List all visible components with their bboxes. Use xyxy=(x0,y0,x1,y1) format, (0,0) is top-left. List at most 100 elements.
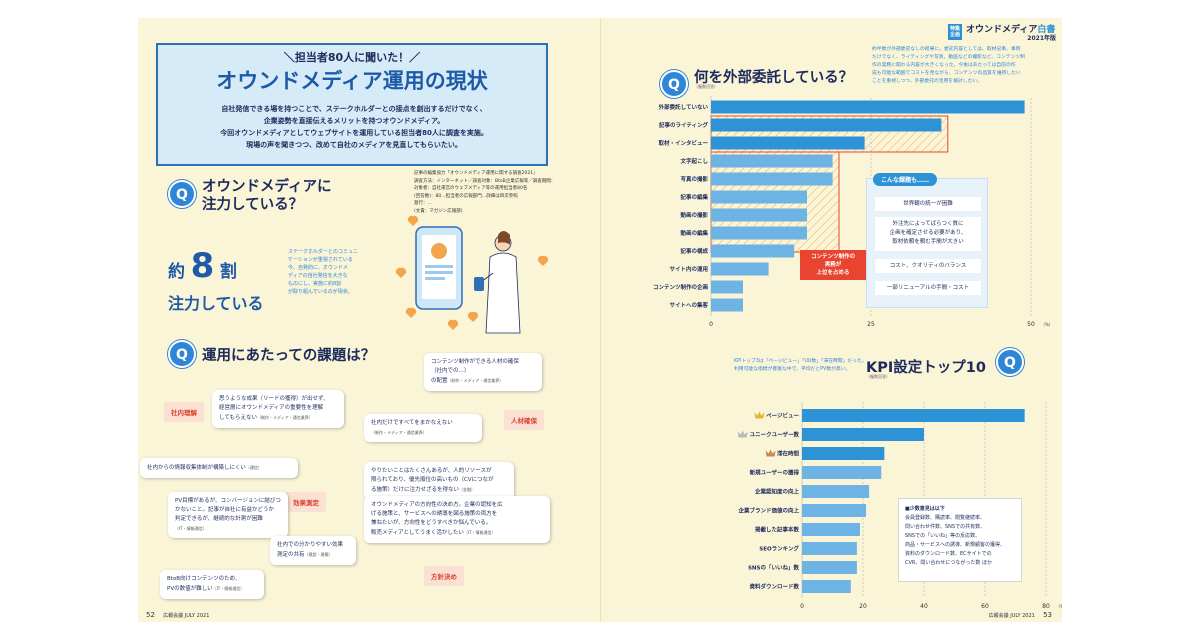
tag-policy: 方針決め xyxy=(424,566,464,586)
answer-number: 8 xyxy=(190,246,215,286)
q1-side-text: ステークホルダーとのコミュニ ケーションが重視されている 今、自発的に、オウンド… xyxy=(288,248,378,296)
bubble-source: （金融） xyxy=(459,487,476,492)
bar xyxy=(711,244,795,258)
left-page-footer: 52 広報会議 JULY 2021 xyxy=(146,611,209,619)
x-tick-label: 25 xyxy=(867,321,875,328)
category-label: 資料ダウンロード数 xyxy=(749,583,799,591)
category-label: 企業ブランド価値の向上 xyxy=(737,507,799,515)
q3-description: 約半数が外部委託なしの結果に。委託内容としては、取材記事、事例 だけでなく、ライ… xyxy=(872,46,1052,86)
q4-description: KPIトップ3は「ページビュー」「UU数」「滞在時間」だった。 利用可能な指標が… xyxy=(734,358,874,374)
minor-opinions-box: ■少数意見は以下 会員登録数、購読率、閲覧継続率、 問い合わせ件数、SNSでの共… xyxy=(898,498,1022,582)
bubble-line: 判定できるが、継続的な計測が困難 xyxy=(175,516,263,522)
category-label: 記事の編集 xyxy=(680,193,708,201)
comment-bubble: 社内だけですべてをまかなえない （制作・メディア・通信業界） xyxy=(364,414,482,442)
bubble-line: の配置 xyxy=(431,378,448,384)
bar xyxy=(711,280,743,294)
q1-title-line: 注力している？ xyxy=(202,197,304,213)
smartphone-illustration xyxy=(395,215,549,334)
category-label: 写真の撮影 xyxy=(680,175,708,183)
q1-title-line: オウンドメディアに xyxy=(202,179,332,195)
title-kicker: ＼担当者80人に聞いた！／ xyxy=(283,51,421,64)
category-label: SEOランキング xyxy=(759,545,799,553)
comment-bubble: PV目標があるが、コンバージョンに結びつ かないこと。記事が自社に有益かどうか … xyxy=(168,492,288,538)
tag-line: 企画 xyxy=(949,32,960,38)
issue-item: 外注先によってばらつく質に 企画を確定させる必要があり、 取材依頼を頼む手間が大… xyxy=(875,217,981,251)
feature-tag: 特集 企画 xyxy=(948,24,962,40)
bar xyxy=(802,447,885,460)
bar xyxy=(802,485,870,498)
note-line: 記事の編集協力「オウンドメディア運用に関する調査2021」 xyxy=(414,171,538,176)
category-label: 新規ユーザーの獲得 xyxy=(750,469,800,477)
bubble-line: やりたいことはたくさんあるが、人的リソースが xyxy=(371,468,492,474)
minor-line: 問い合わせ件数、SNSでの共有数、 xyxy=(905,524,986,530)
category-label: 取材・インタビュー xyxy=(658,139,708,147)
header-title: オウンドメディア白書 xyxy=(966,22,1055,35)
bar xyxy=(711,118,942,132)
category-label: ユニークユーザー数 xyxy=(750,431,800,439)
callout-line: 上位を占める xyxy=(816,270,850,276)
tag-talent: 人材確保 xyxy=(504,410,544,430)
callout-line: コンテンツ制作の xyxy=(810,254,855,260)
desc-line: 約半数が外部委託なしの結果に。委託内容としては、取材記事、事例 xyxy=(872,47,1021,52)
kpi-bar-chart: 0 20 40 60 80 （%） ページビューユニークユーザー数滞在時間新規ユーザーの獲得… xyxy=(737,402,1062,610)
feature-title-box: ＼担当者80人に聞いた！／ オウンドメディア運用の現状 自社発信できる場を持つこ… xyxy=(156,43,548,166)
x-tick-label: 50 xyxy=(1027,321,1035,328)
q1-answer: 約 8 割 xyxy=(168,246,237,286)
category-label: 滞在時間 xyxy=(777,450,800,458)
bar xyxy=(711,226,807,240)
bar xyxy=(802,504,867,517)
q3-callout: コンテンツ制作の 実務が 上位を占める xyxy=(800,250,866,280)
bubble-line: 測定の共有 xyxy=(277,552,305,558)
bubble-source: （制作・メディア・通信業界） xyxy=(371,430,427,435)
issue-item: 一部リニューアルの手間・コスト xyxy=(875,281,981,295)
bubble-line: 社内からの情報収集体制が構築しにくい xyxy=(147,465,246,471)
minor-line: 資料のダウンロード数、ECサイトでの xyxy=(905,551,992,557)
bar xyxy=(802,561,857,574)
tag-line: 特集 xyxy=(949,26,960,32)
bubble-line: オウンドメディアの方向性の決め方。企業の認知を広 xyxy=(371,502,503,508)
bar xyxy=(802,523,860,536)
callout-line: 実務が xyxy=(824,262,842,268)
issues-box: こんな課題も…… 世界観の統一が困難 外注先によってばらつく質に 企画を確定させ… xyxy=(866,173,988,308)
side-line: ディアの自社発信を大きな xyxy=(288,273,348,279)
issue-item: 世界観の統一が困難 xyxy=(875,197,981,211)
side-line: が取り組んでいるのが現状。 xyxy=(288,289,353,295)
x-tick-label: 60 xyxy=(981,603,989,610)
bubble-line: 兼ねたいが、方向性をどうすべきか悩んでいる。 xyxy=(371,520,492,526)
lead-text: 自社発信できる場を持つことで、ステークホルダーとの接点を創出するだけでなく、 企… xyxy=(178,103,530,151)
comment-bubble: オウンドメディアの方向性の決め方。企業の認知を広 げる施策と、サービスへの誘導を… xyxy=(364,496,550,543)
category-label: ページビュー xyxy=(766,412,799,420)
x-tick-label: 80 xyxy=(1042,603,1050,610)
outsourcing-bar-chart: 0 25 50 （%） 外部委託していない記事のライティング取材・インタビュー文字起こし… xyxy=(653,96,1053,328)
page-title: オウンドメディア運用の現状 xyxy=(216,69,488,93)
x-tick-label: 20 xyxy=(859,603,867,610)
comment-bubble: やりたいことはたくさんあるが、人的リソースが 限られており、優先順位の高いもの（… xyxy=(364,462,514,500)
comment-bubble: BtoB向けコンテンツのため、 PVの数値が難しい（IT・情報通信） xyxy=(160,570,264,599)
bubble-source: （制作・メディア・通信業界） xyxy=(447,378,504,383)
bubble-line: PV目標があるが、コンバージョンに結びつ xyxy=(175,498,281,504)
desc-line: 成も可能な範囲でコストを見ながら、コンテンツの品質を維持したい xyxy=(872,71,1021,76)
minor-line: CVR、問い合わせにつながった数 ほか xyxy=(905,560,992,566)
bar xyxy=(711,136,865,150)
side-line: ステークホルダーとのコミュニ xyxy=(288,249,358,255)
bubble-source: （IT・情報通信） xyxy=(463,530,496,535)
person-body-icon xyxy=(485,252,521,334)
category-label: SNSの「いいね」数 xyxy=(748,564,800,572)
survey-notes: 記事の編集協力「オウンドメディア運用に関する調査2021」 調査方法：インターネ… xyxy=(414,170,574,215)
heart-icon xyxy=(405,307,417,318)
desc-line: ことを重視しつつ、外部委託の活用を検討したい。 xyxy=(872,79,982,84)
comment-bubble: コンテンツ制作ができる人材の確保 （社内での…） の配置（制作・メディア・通信業… xyxy=(424,353,542,391)
bar xyxy=(711,154,833,168)
page-number: 53 xyxy=(1043,611,1052,619)
bar xyxy=(711,208,807,222)
header-title-text: オウンドメディア xyxy=(966,25,1038,35)
x-axis-unit: （%） xyxy=(1041,322,1053,327)
minor-title: ■少数意見は以下 xyxy=(905,506,945,512)
crown-icon xyxy=(765,449,776,457)
lead-line: 今回オウンドメディアとしてウェブサイトを運用している担当者80人に調査を実施。 xyxy=(220,129,488,137)
bubble-line: 社内だけですべてをまかなえない xyxy=(371,420,453,426)
bar xyxy=(802,542,857,555)
desc-line: KPIトップ3は「ページビュー」「UU数」「滞在時間」だった。 xyxy=(734,359,867,364)
side-line: 今、自発的に、オウンドメ xyxy=(288,265,348,271)
category-label: 掲載した記事本数 xyxy=(755,526,800,534)
